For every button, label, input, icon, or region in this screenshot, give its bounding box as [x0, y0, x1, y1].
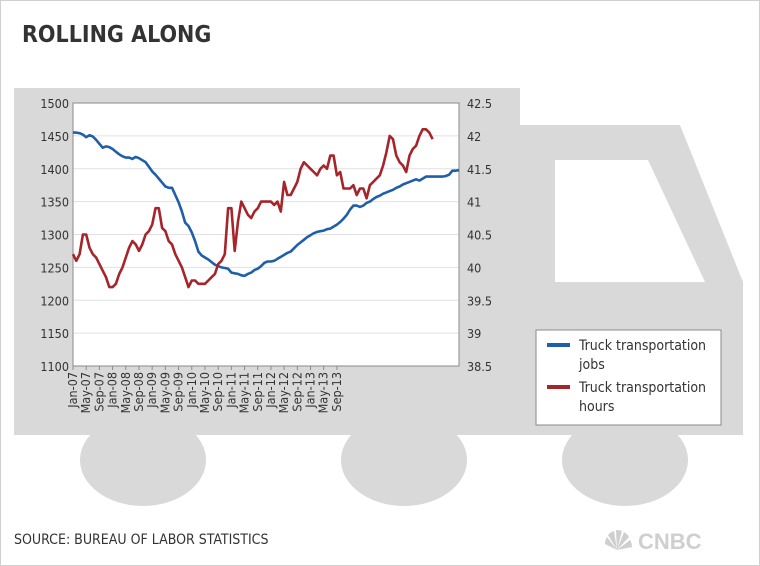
right-tick-label: 41.5	[467, 162, 492, 177]
x-tick-label: May-08	[118, 372, 133, 413]
legend-label-jobs-line2: jobs	[578, 357, 605, 373]
right-tick-label: 41	[467, 195, 481, 210]
left-tick-label: 1100	[40, 359, 69, 374]
cnbc-wordmark: CNBC	[638, 529, 702, 554]
x-tick-label: Sep-10	[210, 372, 225, 412]
right-tick-label: 42.5	[467, 96, 492, 111]
x-tick-label: May-09	[157, 372, 172, 413]
left-tick-label: 1350	[40, 195, 69, 210]
x-axis-ticks: Jan-07May-07Sep-07Jan-08May-08Sep-08Jan-…	[65, 366, 344, 413]
legend: Truck transportation jobs Truck transpor…	[535, 329, 722, 426]
right-tick-label: 42	[467, 129, 481, 144]
right-tick-label: 39.5	[467, 293, 492, 308]
left-axis-ticks: 1100 1150 1200 1250 1300 1350 1400 1450 1500	[40, 96, 69, 374]
legend-label-jobs-line1: Truck transportation	[578, 338, 706, 354]
cnbc-logo: CNBC	[604, 529, 702, 554]
left-tick-label: 1250	[40, 260, 69, 275]
left-tick-label: 1300	[40, 228, 69, 243]
left-tick-label: 1500	[40, 96, 69, 111]
x-tick-label: Sep-07	[91, 372, 106, 412]
series-line-hours	[71, 128, 434, 289]
left-tick-label: 1200	[40, 293, 69, 308]
x-tick-label: May-11	[237, 372, 252, 413]
truck-wheel-rear	[562, 414, 688, 506]
x-tick-label: Jan-09	[144, 372, 159, 409]
truck-wheel-middle	[341, 414, 467, 506]
x-tick-label: Sep-11	[250, 372, 265, 412]
truck-window	[555, 160, 705, 282]
plot-border	[72, 102, 460, 367]
x-tick-label: Jan-13	[303, 372, 318, 409]
x-tick-label: Jan-11	[223, 372, 238, 409]
truck-wheel-front	[80, 414, 206, 506]
x-tick-label: May-07	[78, 372, 93, 413]
x-tick-label: Sep-09	[171, 372, 186, 412]
x-tick-label: Sep-12	[289, 372, 304, 412]
x-tick-label: Sep-13	[329, 372, 344, 412]
x-tick-label: Sep-08	[131, 372, 146, 412]
right-tick-label: 39	[467, 326, 481, 341]
x-tick-label: Jan-12	[263, 372, 278, 409]
x-tick-label: May-13	[316, 372, 331, 413]
x-tick-label: Jan-10	[184, 372, 199, 409]
x-tick-label: Jan-07	[65, 372, 80, 409]
left-tick-label: 1450	[40, 129, 69, 144]
left-tick-label: 1150	[40, 326, 69, 341]
right-tick-label: 40	[467, 260, 481, 275]
series-line-jobs	[73, 131, 460, 278]
right-tick-label: 40.5	[467, 228, 492, 243]
chart-title: ROLLING ALONG	[22, 22, 212, 48]
x-tick-label: Jan-08	[105, 372, 120, 409]
right-axis-ticks: 38.5 39 39.5 40 40.5 41 41.5 42 42.5	[467, 96, 492, 374]
source-note: SOURCE: BUREAU OF LABOR STATISTICS	[14, 532, 269, 548]
left-tick-label: 1400	[40, 162, 69, 177]
x-tick-label: May-10	[197, 372, 212, 413]
legend-label-hours-line1: Truck transportation	[578, 380, 706, 396]
peacock-icon	[604, 529, 633, 550]
legend-label-hours-line2: hours	[579, 399, 614, 415]
x-tick-label: May-12	[276, 372, 291, 413]
right-tick-label: 38.5	[467, 359, 492, 374]
